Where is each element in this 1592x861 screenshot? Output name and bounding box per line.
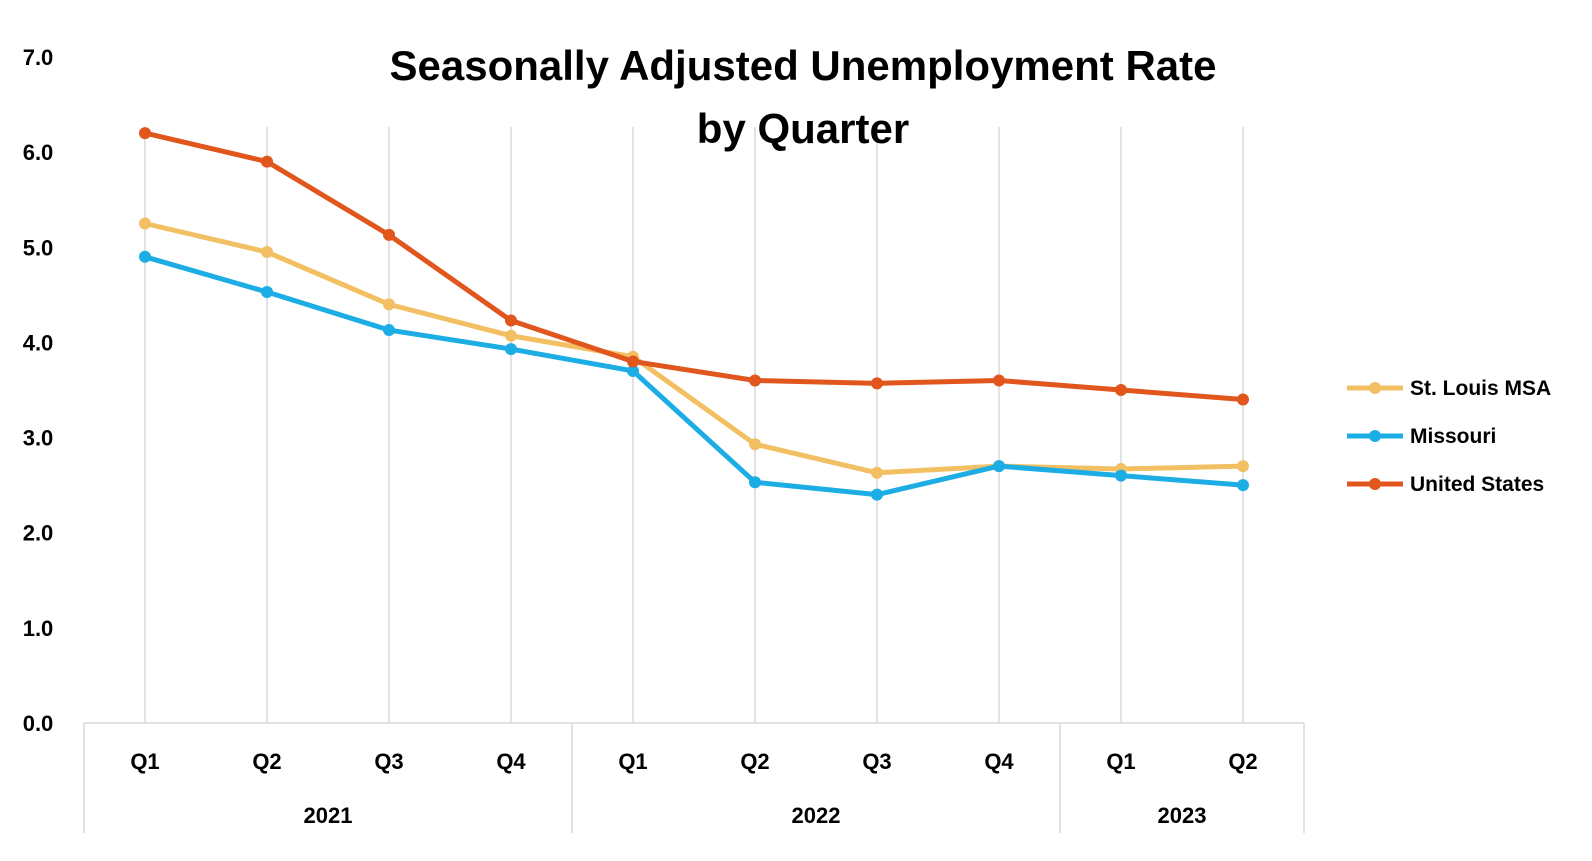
y-tick-label: 1.0 [23,616,54,641]
data-point-united-states [749,374,761,387]
x-tick-label: Q3 [374,749,403,774]
series-line-missouri [142,254,1246,498]
y-tick-label: 4.0 [23,330,54,355]
data-point-st-louis-msa [139,217,151,230]
data-point-united-states [627,355,639,368]
data-point-st-louis-msa [383,298,395,311]
data-point-united-states [1237,393,1249,406]
x-tick-label: Q4 [984,749,1014,774]
data-point-missouri [871,488,883,501]
data-point-united-states [871,377,883,390]
y-tick-label: 2.0 [23,521,54,546]
y-tick-label: 3.0 [23,426,54,451]
series-united-states [139,127,1249,406]
series-line-st-louis-msa [142,221,1246,476]
axis-layer: 0.0 1.0 2.0 3.0 4.0 5.0 6.0 7.0 Q1 Q2 Q3 Q4 Q1 Q2 Q3 Q4… [23,45,1305,833]
x-tick-label: Q1 [1106,749,1135,774]
legend-label: St. Louis MSA [1410,377,1551,400]
data-point-st-louis-msa [871,466,883,479]
chart-title-line-2: by Quarter [697,105,909,152]
legend-swatch-marker [1369,478,1381,490]
legend-label: United States [1410,473,1544,496]
legend-label: Missouri [1410,425,1496,448]
y-tick-label: 0.0 [23,711,54,736]
data-point-missouri [505,343,517,356]
grid-layer [144,127,1244,723]
series-layer [139,127,1249,501]
data-point-united-states [139,127,151,140]
data-point-missouri [383,324,395,337]
x-group-label: 2023 [1158,803,1207,828]
series-line-united-states [142,130,1246,403]
x-tick-label: Q2 [1228,749,1257,774]
data-point-st-louis-msa [505,329,517,342]
x-group-label: 2022 [792,803,841,828]
data-point-st-louis-msa [261,246,273,259]
y-tick-label: 7.0 [23,45,54,70]
x-tick-label: Q1 [618,749,647,774]
data-point-st-louis-msa [1237,460,1249,473]
data-point-missouri [261,286,273,299]
x-tick-label: Q4 [496,749,526,774]
chart-title: Seasonally Adjusted Unemployment Rate by… [390,42,1217,152]
data-point-united-states [993,374,1005,387]
data-point-missouri [139,250,151,263]
y-tick-label: 5.0 [23,235,54,260]
data-point-missouri [1237,479,1249,492]
data-point-missouri [993,460,1005,473]
y-tick-label: 6.0 [23,140,54,165]
data-point-united-states [505,314,517,327]
x-tick-label: Q2 [740,749,769,774]
series-st-louis-msa [139,217,1249,479]
data-point-st-louis-msa [749,438,761,451]
series-missouri [139,250,1249,501]
x-group-label: 2021 [304,803,353,828]
legend: St. Louis MSA Missouri United States [1347,377,1551,496]
legend-entry-united-states: United States [1347,473,1544,496]
data-point-missouri [627,364,639,377]
legend-entry-missouri: Missouri [1347,425,1496,448]
data-point-united-states [383,228,395,241]
x-tick-label: Q3 [862,749,891,774]
x-tick-label: Q1 [130,749,159,774]
data-point-united-states [261,155,273,168]
legend-entry-st-louis-msa: St. Louis MSA [1347,377,1551,400]
data-point-missouri [749,476,761,489]
chart-title-line-1: Seasonally Adjusted Unemployment Rate [390,42,1217,89]
data-point-united-states [1115,384,1127,396]
legend-swatch-marker [1369,430,1381,442]
data-point-missouri [1115,469,1127,482]
x-tick-label: Q2 [252,749,281,774]
legend-swatch-marker [1369,382,1381,394]
